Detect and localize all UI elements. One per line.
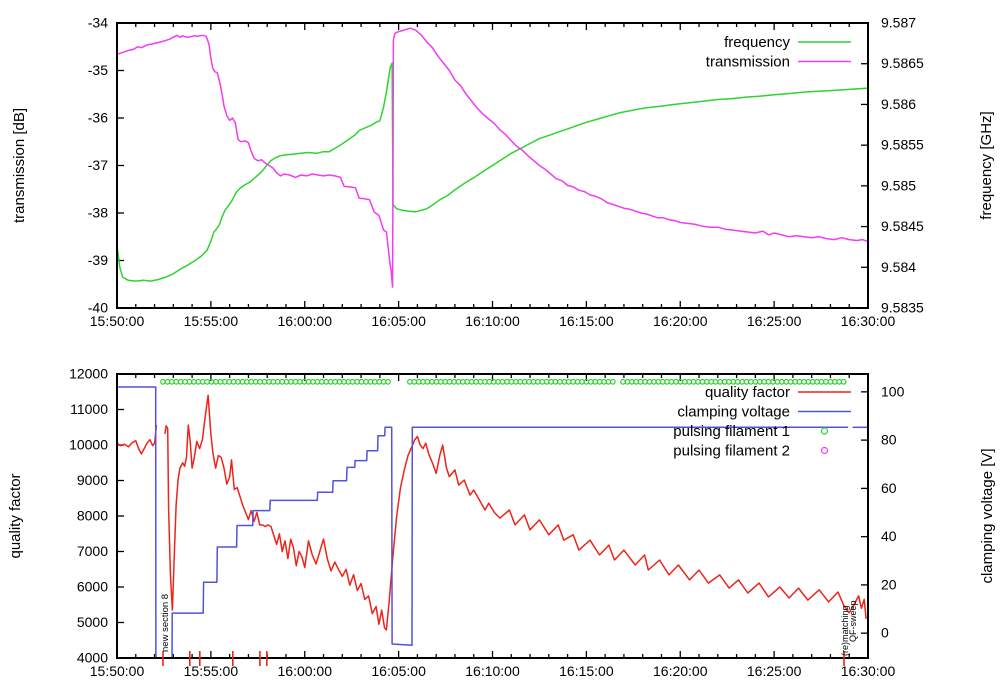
bottom-y-left-tick-label: 8000 — [77, 508, 108, 524]
bottom-y-left-tick-label: 11000 — [70, 401, 108, 417]
bottom-panel: 15:50:00 15:55:00 16:00:00 16:05:00 16:10:00… — [69, 366, 905, 680]
legend-label-pulsing-filament-1: pulsing filament 1 — [673, 423, 790, 440]
static-labels: transmission [dB] frequency [GHz] qualit… — [7, 34, 996, 656]
annotation-re-matching: (re)matching — [840, 605, 850, 656]
top-y-right-tick-label: 9.5865 — [881, 55, 924, 71]
top-y-right-tick-label: 9.5845 — [881, 218, 924, 234]
legend-sample-pulsing-filament-2 — [820, 446, 829, 455]
bottom-y-right-tick-label: 100 — [881, 383, 905, 399]
bottom-y-left-tick-label: 12000 — [69, 366, 108, 382]
top-x-tick-label: 16:30:00 — [841, 313, 896, 329]
bottom-y-left-tick-label: 10000 — [69, 437, 108, 453]
top-x-tick-label: 16:25:00 — [747, 313, 802, 329]
bottom-tick-labels: 15:50:00 15:55:00 16:00:00 16:05:00 16:10:00… — [69, 366, 905, 680]
annotation-new-section-8: new section 8 — [160, 594, 171, 652]
legend-label-frequency: frequency — [724, 34, 790, 51]
bottom-x-tick-label: 16:10:00 — [465, 663, 520, 679]
top-y-right-axis-title: frequency [GHz] — [978, 111, 995, 219]
bottom-y-right-tick-label: 40 — [881, 528, 897, 544]
top-x-tick-label: 16:10:00 — [465, 313, 520, 329]
legend-label-clamping-voltage: clamping voltage — [677, 404, 790, 421]
bottom-y-right-tick-label: 60 — [881, 480, 897, 496]
bottom-plot-border — [116, 373, 869, 659]
series-quality-factor — [117, 394, 867, 631]
bottom-y-right-axis-title: clamping voltage [V] — [979, 448, 996, 583]
top-ticks — [116, 22, 869, 309]
top-x-tick-label: 15:50:00 — [90, 313, 145, 329]
top-y-left-tick-label: -36 — [88, 110, 108, 126]
bottom-y-left-tick-label: 5000 — [77, 614, 108, 630]
legend-label-transmission: transmission — [706, 54, 790, 71]
top-y-left-tick-label: -40 — [88, 300, 108, 316]
series-clamping-voltage — [117, 386, 868, 658]
top-y-left-tick-label: -39 — [88, 252, 108, 268]
top-x-tick-label: 16:05:00 — [371, 313, 426, 329]
top-y-left-tick-label: -35 — [88, 62, 108, 78]
bottom-series — [117, 378, 868, 658]
top-y-left-tick-label: -38 — [88, 205, 108, 221]
top-y-right-tick-label: 9.587 — [881, 15, 916, 31]
bottom-y-right-tick-label: 80 — [881, 432, 897, 448]
top-x-tick-label: 15:55:00 — [184, 313, 239, 329]
bottom-legend — [798, 391, 851, 455]
series-transmission — [117, 27, 868, 288]
bottom-x-tick-label: 16:00:00 — [278, 663, 333, 679]
top-plot-border — [116, 22, 869, 309]
series-frequency — [117, 62, 868, 282]
bottom-x-tick-label: 15:50:00 — [90, 663, 145, 679]
legend-label-quality-factor: quality factor — [705, 384, 790, 401]
bottom-y-right-tick-label: 20 — [881, 576, 897, 592]
top-panel: 15:50:00 15:55:00 16:00:00 16:05:00 16:10:00… — [88, 15, 924, 330]
top-legend — [798, 41, 851, 63]
top-x-tick-label: 16:20:00 — [653, 313, 708, 329]
top-y-right-tick-label: 9.5835 — [881, 300, 924, 316]
bottom-y-left-tick-label: 7000 — [77, 543, 108, 559]
top-y-right-tick-label: 9.585 — [881, 177, 916, 193]
series-pulsing-filament-1 — [160, 378, 847, 385]
bottom-y-right-tick-label: 0 — [881, 625, 889, 641]
legend-sample-pulsing-filament-1 — [820, 427, 829, 435]
top-y-right-tick-label: 9.586 — [881, 96, 916, 112]
annotation-qf-sweep: QF-sweep — [848, 600, 858, 642]
bottom-x-tick-label: 15:55:00 — [184, 663, 239, 679]
top-y-right-tick-label: 9.5855 — [881, 137, 924, 153]
bottom-y-left-tick-label: 9000 — [77, 472, 108, 488]
top-y-left-tick-label: -34 — [88, 15, 108, 31]
bottom-x-tick-label: 16:30:00 — [841, 663, 896, 679]
top-y-left-axis-title: transmission [dB] — [11, 108, 28, 223]
bottom-y-left-tick-label: 4000 — [77, 650, 108, 666]
top-series — [117, 27, 868, 288]
bottom-y-left-tick-label: 6000 — [77, 579, 108, 595]
legend-label-pulsing-filament-2: pulsing filament 2 — [673, 443, 790, 460]
bottom-event-markers — [162, 651, 845, 666]
top-y-right-tick-label: 9.584 — [881, 259, 916, 275]
top-y-left-tick-label: -37 — [88, 157, 108, 173]
bottom-y-left-axis-title: quality factor — [7, 473, 24, 558]
bottom-x-tick-label: 16:25:00 — [747, 663, 802, 679]
top-tick-labels: 15:50:00 15:55:00 16:00:00 16:05:00 16:10:00… — [88, 15, 924, 330]
bottom-x-tick-label: 16:05:00 — [371, 663, 426, 679]
top-x-tick-label: 16:15:00 — [559, 313, 614, 329]
top-x-tick-label: 16:00:00 — [278, 313, 333, 329]
bottom-x-tick-label: 16:20:00 — [653, 663, 708, 679]
bottom-x-tick-label: 16:15:00 — [559, 663, 614, 679]
